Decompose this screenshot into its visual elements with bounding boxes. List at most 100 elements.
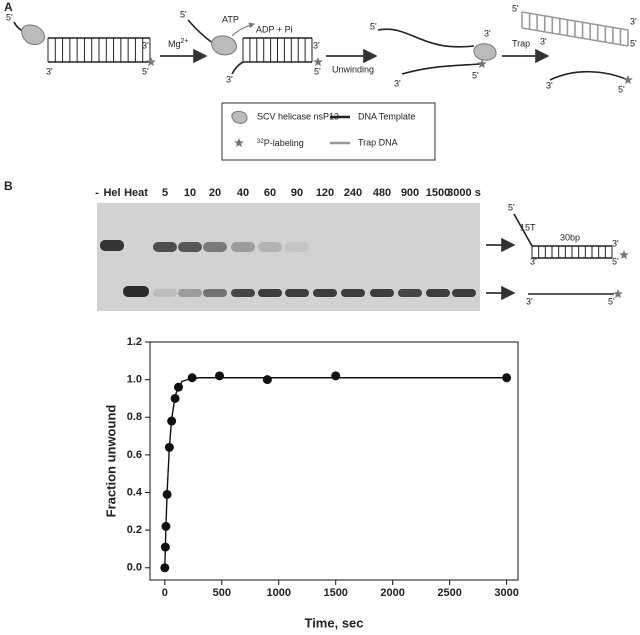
y-tick-label: 1.2 [127,336,142,348]
x-tick-label: 2000 [380,587,404,599]
x-axis-label: Time, sec [304,615,363,630]
gel-bands [100,240,476,297]
lane-labels: - Hel Heat 5 10 20 40 60 90 120 240 480 900 15003000 … [95,187,481,199]
shape [231,242,255,252]
data-point [187,373,197,383]
data-point [262,375,272,385]
label-star [623,75,633,85]
data-point [162,489,172,499]
shape [398,289,422,297]
shape [313,289,337,297]
x-tick-label: 2500 [437,587,461,599]
end-label: 3' [394,78,401,88]
lane-label: 480 [373,187,391,199]
end-label: 5' [608,296,615,306]
lane-label: 3000 s [447,187,481,199]
shape [203,242,227,252]
step-label: Trap [512,38,530,48]
x-tick-label: 0 [162,587,168,599]
end-label: 3' [226,74,233,84]
legend-icon [231,110,248,124]
shape [153,242,177,252]
end-label: 3' [546,80,553,90]
shape [341,289,365,297]
helicase [473,43,497,61]
duplex [521,11,629,47]
shape [285,289,309,297]
legend-text: SCV helicase nsP13 [257,111,339,121]
lane-label: 1500 [426,187,450,199]
shape [178,289,202,297]
end-label: 3' [540,36,547,46]
y-tick-label: 0.0 [127,562,142,574]
lane-label: Heat [124,187,148,199]
end-label: 3' [484,28,491,38]
loop-label: 15T [520,222,536,232]
data-point [160,563,170,573]
end-label: 5' [508,202,515,212]
step-label: Mg2+ [168,38,189,50]
y-axis-label: Fraction unwound [103,405,118,518]
lane-label: 240 [344,187,362,199]
shape [285,242,309,252]
shape [258,289,282,297]
strand [549,70,629,81]
step-label: Unwinding [332,64,374,74]
data-point [331,371,341,381]
label-star [146,57,156,67]
panel-label: B [4,179,13,193]
data-point [160,542,170,552]
data-point [173,382,183,392]
end-label: 3' [530,256,537,266]
strand [377,28,475,48]
fit-line [164,377,507,568]
end-label: 5' [314,66,321,76]
panel-label: A [4,0,13,14]
end-label: 5' [472,70,479,80]
lane-label: 10 [184,187,196,199]
legend-text: Trap DNA [358,137,398,147]
y-tick-label: 0.6 [127,449,142,461]
end-label: 5' [370,21,377,31]
text: Mg [168,39,181,49]
end-label: 3' [630,16,637,26]
end-label: 5' [618,84,625,94]
legend-text: DNA Template [358,111,415,121]
end-label: 3' [142,40,149,50]
shape [203,289,227,297]
atp: ATP [222,14,239,24]
data-point [164,442,174,452]
end-label: 3' [46,66,53,76]
adp: ADP + Pi [256,24,293,34]
lane-label: 20 [209,187,221,199]
lane-label: Hel [103,187,120,199]
x-tick-label: 1500 [323,587,347,599]
end-label: 5' [180,9,187,19]
shape [178,242,202,252]
lane-label: 5 [162,187,168,199]
duplex [531,245,613,259]
x-tick-label: 500 [213,587,231,599]
y-tick-label: 0.8 [127,411,142,423]
strand [187,19,215,45]
x-tick-label: 3000 [494,587,518,599]
end-label: 3' [612,238,619,248]
shape [370,289,394,297]
end-label: 3' [313,40,320,50]
lane-label: 120 [316,187,334,199]
helicase [21,24,45,45]
end-label: 5' [612,256,619,266]
shape [153,289,177,297]
end-label: 5' [142,66,149,76]
lane-label: - [95,187,99,199]
y-tick-label: 0.2 [127,524,142,536]
end-label: 5' [512,3,519,13]
data-point [167,416,177,426]
strand [231,61,244,75]
duplex [47,37,151,63]
label-star [619,250,629,260]
superscript: 2+ [181,38,189,45]
y-tick-label: 1.0 [127,374,142,386]
x-tick-label: 1000 [267,587,291,599]
duplex-label: 30bp [560,232,580,242]
